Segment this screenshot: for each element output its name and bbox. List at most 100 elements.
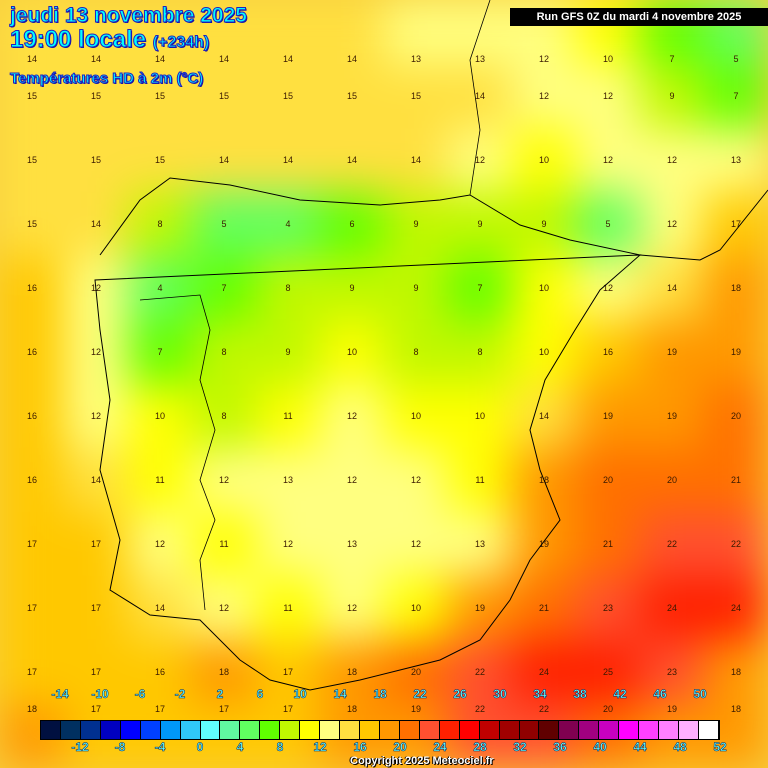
temperature-value: 10 (602, 54, 613, 64)
temperature-value: 12 (666, 219, 677, 229)
legend-label-bottom: 24 (433, 740, 447, 754)
temperature-color-cell (640, 640, 704, 704)
temperature-value: 17 (154, 704, 165, 714)
temperature-value: 12 (410, 539, 421, 549)
legend-label-bottom: 20 (393, 740, 407, 754)
temperature-value: 19 (730, 347, 741, 357)
temperature-value: 14 (154, 54, 165, 64)
temperature-color-cell (640, 512, 704, 576)
temperature-color-cell (0, 64, 64, 128)
legend-label-bottom: 48 (673, 740, 687, 754)
temperature-color-cell (64, 320, 128, 384)
temperature-value: 7 (733, 91, 739, 101)
temperature-value: 14 (410, 155, 421, 165)
temperature-value: 6 (349, 219, 355, 229)
temperature-color-cell (128, 64, 192, 128)
temperature-value: 22 (666, 539, 677, 549)
temperature-value: 14 (218, 54, 229, 64)
temperature-color-cell (320, 384, 384, 448)
temperature-value: 14 (90, 219, 101, 229)
temperature-value: 15 (26, 91, 37, 101)
temperature-value: 24 (730, 603, 741, 613)
legend-label-top: -2 (174, 687, 186, 701)
temperature-value: 16 (602, 347, 613, 357)
temperature-value: 13 (346, 539, 357, 549)
legend-swatch (499, 721, 520, 739)
legend-label-bottom: 12 (313, 740, 327, 754)
temperature-color-cell (64, 0, 128, 64)
legend-swatch (519, 721, 540, 739)
legend-label-bottom: -8 (114, 740, 126, 754)
temperature-value: 24 (666, 603, 677, 613)
temperature-color-cell (576, 256, 640, 320)
color-scale-legend (40, 720, 720, 740)
temperature-value: 12 (218, 475, 229, 485)
legend-label-bottom: 52 (713, 740, 727, 754)
temperature-color-cell (320, 0, 384, 64)
temperature-value: 14 (346, 54, 357, 64)
temperature-value: 19 (538, 539, 549, 549)
temperature-value: 18 (730, 283, 741, 293)
temperature-color-cell (128, 0, 192, 64)
temperature-value: 15 (154, 91, 165, 101)
temperature-value: 15 (26, 219, 37, 229)
temperature-color-cell (320, 512, 384, 576)
temperature-value: 19 (602, 411, 613, 421)
temperature-color-cell (704, 448, 768, 512)
legend-swatch (459, 721, 480, 739)
temperature-color-cell (192, 192, 256, 256)
temperature-value: 12 (602, 283, 613, 293)
temperature-value: 12 (346, 475, 357, 485)
temperature-value: 9 (541, 219, 547, 229)
legend-label-top: 42 (613, 687, 627, 701)
temperature-value: 11 (283, 603, 293, 613)
temperature-value: 17 (26, 603, 37, 613)
temperature-color-cell (0, 640, 64, 704)
legend-swatch (260, 721, 281, 739)
temperature-value: 10 (538, 155, 549, 165)
legend-swatch (659, 721, 679, 739)
temperature-color-cell (704, 640, 768, 704)
temperature-value: 10 (346, 347, 357, 357)
temperature-color-cell (64, 384, 128, 448)
temperature-color-cell (64, 448, 128, 512)
temperature-color-cell (640, 192, 704, 256)
legend-swatch (579, 721, 600, 739)
temperature-value: 17 (26, 539, 37, 549)
legend-label-top: 26 (453, 687, 467, 701)
legend-label-top: 22 (413, 687, 427, 701)
temperature-color-cell (128, 512, 192, 576)
legend-swatch (539, 721, 560, 739)
temperature-color-cell (0, 0, 64, 64)
legend-label-bottom: 40 (593, 740, 607, 754)
temperature-value: 9 (413, 219, 419, 229)
temperature-color-cell (320, 64, 384, 128)
legend-label-top: -6 (134, 687, 146, 701)
legend-swatch (120, 721, 141, 739)
temperature-color-cell (512, 384, 576, 448)
temperature-color-cell (64, 576, 128, 640)
temperature-color-cell (256, 576, 320, 640)
temperature-value: 10 (538, 283, 549, 293)
temperature-value: 23 (666, 667, 677, 677)
copyright: Copyright 2025 Meteociel.fr (350, 755, 494, 767)
temperature-color-cell (640, 64, 704, 128)
temperature-value: 12 (346, 603, 357, 613)
legend-swatch (300, 721, 321, 739)
temperature-color-cell (0, 320, 64, 384)
temperature-value: 12 (154, 539, 165, 549)
legend-label-bottom: 4 (236, 740, 244, 754)
temperature-color-cell (128, 128, 192, 192)
temperature-color-cell (384, 128, 448, 192)
temperature-color-cell (256, 384, 320, 448)
legend-label-bottom: -12 (71, 740, 89, 754)
temperature-value: 20 (602, 475, 613, 485)
temperature-color-cell (384, 448, 448, 512)
temperature-value: 14 (282, 155, 293, 165)
temperature-color-cell (384, 0, 448, 64)
legend-swatch (280, 721, 301, 739)
temperature-value: 15 (346, 91, 357, 101)
temperature-color-cell (512, 256, 576, 320)
legend-label-bottom: 16 (353, 740, 367, 754)
temperature-value: 13 (282, 475, 293, 485)
